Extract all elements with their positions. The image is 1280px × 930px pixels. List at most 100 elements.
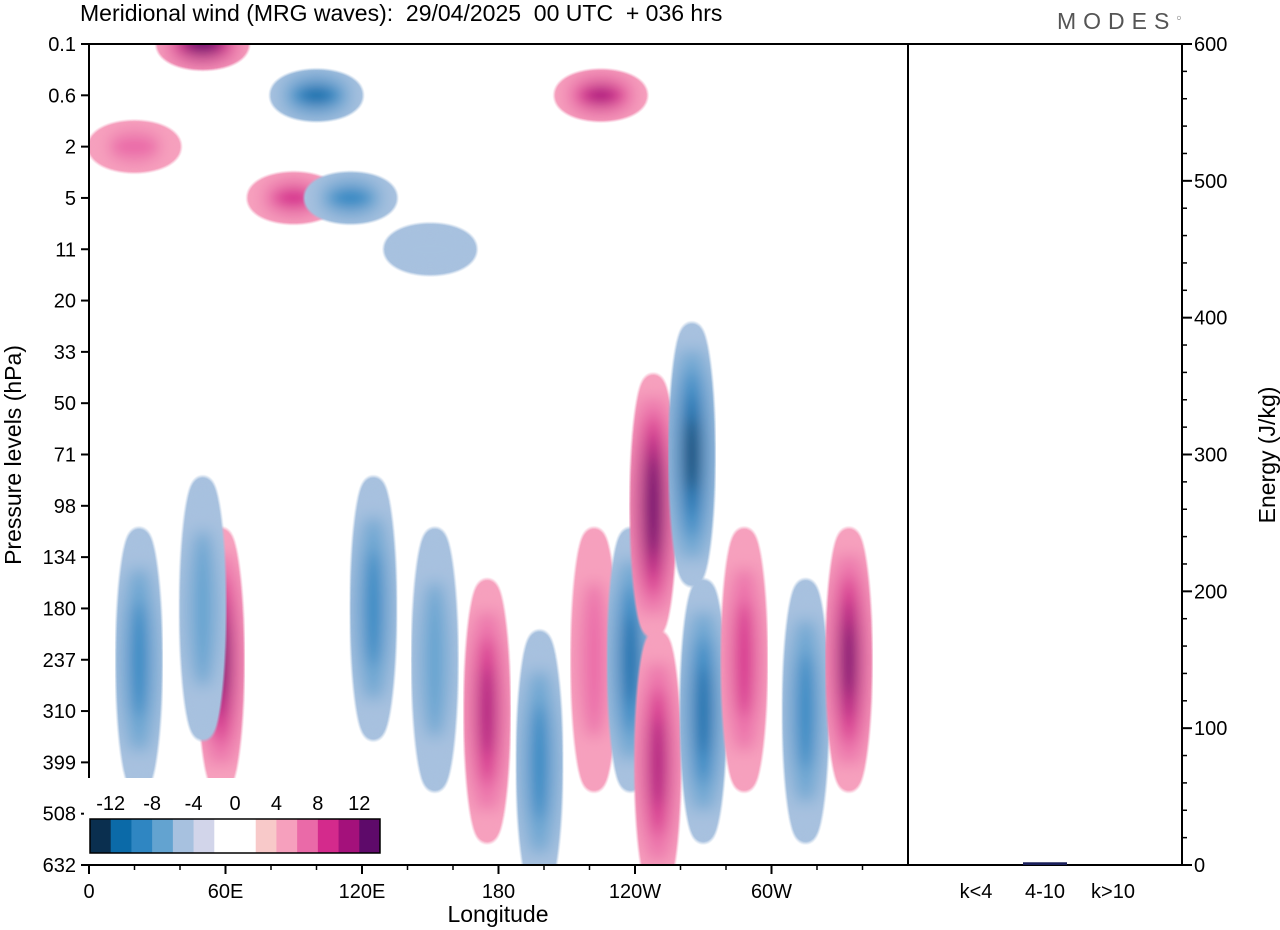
y-tick-label: 5 — [65, 188, 76, 210]
wind-feature — [558, 75, 643, 116]
energy-axis: 0 100 200 300 400 500 600 — [1182, 34, 1227, 877]
wind-contour — [583, 579, 605, 740]
wind-feature — [788, 581, 823, 842]
energy-tick-label: 0 — [1194, 855, 1205, 877]
colorbar-swatch — [193, 819, 215, 853]
y-tick-label: 0.1 — [48, 34, 76, 56]
x-tick-label: 180 — [482, 881, 515, 903]
energy-tick-label: 100 — [1194, 718, 1227, 740]
wind-contour — [687, 417, 697, 492]
colorbar-label: 12 — [348, 793, 370, 815]
y-tick-label: 2 — [65, 137, 76, 159]
y-tick-label: 0.6 — [48, 85, 76, 107]
y-tick-label: 237 — [43, 650, 76, 672]
wind-contour — [424, 579, 446, 740]
energy-tick-label: 300 — [1194, 445, 1227, 467]
wind-contour — [697, 665, 710, 757]
x-axis-title: Longitude — [447, 901, 548, 927]
wind-contour — [365, 550, 381, 667]
y-axis-title: Pressure levels (hPa) — [0, 345, 26, 565]
colorbar-swatch — [317, 819, 340, 853]
chart-title: Meridional wind (MRG waves): 29/04/2025 … — [80, 0, 723, 26]
colorbar-swatch — [255, 819, 277, 853]
y-tick-label: 20 — [54, 291, 76, 313]
energy-bar — [1023, 862, 1067, 865]
wind-feature — [727, 529, 762, 790]
y-tick-label: 508 — [43, 804, 76, 826]
wind-contour — [736, 601, 752, 718]
colorbar-label: 8 — [312, 793, 323, 815]
x-tick-label: 120W — [609, 881, 661, 903]
longitude-axis: 0 60E 120E 180 120W 60W — [83, 865, 864, 903]
colorbar-swatch — [90, 819, 112, 853]
energy-plot-frame — [907, 43, 1183, 866]
x-tick-label: 60E — [208, 881, 244, 903]
colorbar-label: 0 — [229, 793, 240, 815]
colorbar-swatch — [359, 819, 381, 853]
y-tick-label: 50 — [54, 393, 76, 415]
wind-feature — [356, 478, 391, 739]
energy-bars: k<4 4-10 k>10 — [960, 862, 1135, 903]
y-tick-label: 180 — [43, 598, 76, 620]
energy-tick-label: 600 — [1194, 34, 1227, 56]
y-tick-label: 310 — [43, 701, 76, 723]
wind-feature — [122, 529, 157, 790]
wind-contour — [192, 44, 213, 49]
wind-contour — [798, 653, 814, 769]
energy-axis-title: Energy (J/kg) — [1254, 387, 1280, 524]
wind-feature — [674, 324, 709, 585]
wind-feature — [417, 529, 452, 790]
energy-tick-label: 200 — [1194, 581, 1227, 603]
wind-feature — [274, 75, 359, 116]
colorbar-label: -8 — [143, 793, 161, 815]
colorbar-swatch — [235, 819, 257, 853]
wind-feature — [388, 229, 473, 270]
wind-contour — [649, 474, 658, 538]
energy-category-label: k>10 — [1091, 881, 1135, 903]
wind-feature — [831, 529, 866, 790]
brand-logo-text: MODES — [1057, 8, 1177, 34]
wind-feature — [308, 177, 393, 218]
x-tick-label: 60W — [751, 881, 792, 903]
colorbar-swatch — [152, 819, 174, 853]
wind-feature — [640, 632, 675, 865]
wind-contour — [301, 88, 332, 103]
colorbar-frame — [89, 818, 381, 854]
wind-feature — [185, 478, 220, 739]
wind-feature — [92, 126, 177, 167]
energy-tick-label: 500 — [1194, 171, 1227, 193]
wind-contour — [843, 622, 854, 697]
wind-feature — [636, 375, 671, 636]
colorbar-swatch — [338, 819, 360, 853]
colorbar-label: 4 — [271, 793, 282, 815]
wind-feature — [686, 581, 721, 842]
y-tick-label: 134 — [43, 547, 76, 569]
colorbar-label: -12 — [96, 793, 125, 815]
colorbar-label: -4 — [185, 793, 203, 815]
wind-contour — [108, 134, 161, 159]
x-tick-label: 0 — [83, 881, 94, 903]
wind-contour — [192, 528, 214, 689]
wind-feature — [160, 44, 245, 64]
colorbar-swatch — [214, 819, 236, 853]
wind-contour — [624, 614, 637, 705]
x-tick-label: 120E — [339, 881, 386, 903]
y-tick-label: 98 — [54, 496, 76, 518]
energy-category-label: 4-10 — [1025, 881, 1065, 903]
heatmap — [92, 44, 866, 865]
colorbar-swatch — [110, 819, 132, 853]
wind-contour — [275, 189, 313, 207]
y-tick-label: 632 — [43, 855, 76, 877]
colorbar-swatch — [131, 819, 153, 853]
colorbar-swatch — [276, 819, 298, 853]
wind-contour — [586, 88, 616, 103]
wind-feature — [613, 529, 648, 790]
y-tick-label: 399 — [43, 752, 76, 774]
wind-contour — [531, 704, 548, 821]
wind-contour — [131, 601, 147, 718]
y-tick-label: 11 — [55, 239, 76, 261]
wind-contour — [388, 229, 473, 270]
wind-contour — [331, 189, 370, 207]
y-tick-label: 33 — [54, 342, 76, 364]
